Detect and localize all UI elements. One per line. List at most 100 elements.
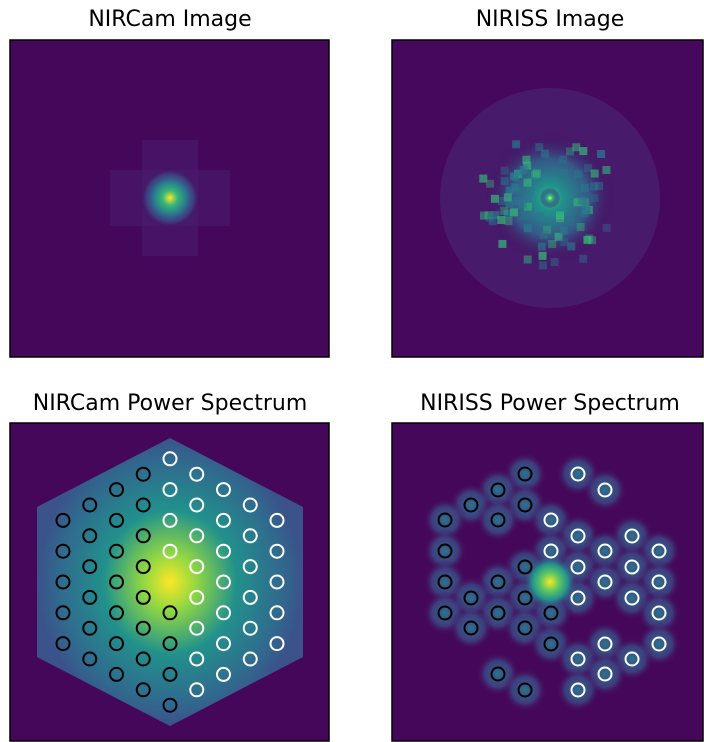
speckle	[505, 186, 514, 195]
aperture-marker	[189, 620, 205, 636]
aperture-marker	[135, 682, 151, 698]
speckle	[567, 242, 576, 251]
speckle	[511, 183, 520, 192]
aperture-marker	[570, 590, 586, 606]
aperture-marker	[55, 512, 71, 528]
aperture-marker	[570, 559, 586, 575]
aperture-marker	[216, 666, 231, 682]
speckle	[538, 261, 547, 270]
aperture-marker	[189, 589, 205, 605]
speckle	[581, 198, 590, 207]
aperture-marker	[597, 482, 613, 498]
aperture-marker	[162, 636, 178, 652]
aperture-marker	[269, 574, 285, 590]
speckle	[581, 205, 590, 214]
speckle	[595, 181, 604, 190]
aperture-marker	[597, 636, 613, 652]
speckle	[576, 223, 585, 232]
speckle	[602, 166, 611, 175]
speckle	[548, 240, 557, 249]
aperture-marker	[490, 666, 506, 682]
aperture-marker	[597, 574, 613, 590]
aperture-marker	[82, 497, 98, 513]
blob	[476, 498, 520, 542]
aperture-marker	[624, 559, 640, 575]
niriss-image	[391, 39, 704, 358]
aperture-marker	[135, 651, 151, 667]
aperture-marker	[490, 605, 506, 621]
aperture-marker	[242, 620, 258, 636]
speckle	[574, 169, 583, 178]
aperture-marker	[437, 605, 453, 621]
aperture-marker	[624, 528, 640, 544]
aperture-marker	[82, 620, 98, 636]
aperture-marker	[216, 636, 231, 652]
speckle	[573, 198, 582, 207]
aperture-marker	[597, 666, 613, 682]
aperture-marker	[242, 528, 258, 544]
speckle	[556, 211, 565, 220]
speckle	[514, 169, 523, 178]
speckle	[560, 238, 569, 247]
aperture-marker	[543, 636, 559, 652]
aperture-marker	[463, 497, 479, 513]
aperture-marker	[189, 559, 205, 575]
speckle	[535, 143, 544, 152]
aperture-marker	[570, 682, 586, 698]
aperture-marker	[517, 559, 533, 575]
aperture-marker	[109, 605, 124, 621]
aperture-marker	[543, 543, 559, 559]
speckle	[559, 155, 568, 164]
aperture-marker	[135, 497, 151, 513]
blob	[637, 591, 681, 635]
panel-title: NIRCam Image	[88, 7, 251, 32]
speckle	[518, 200, 527, 209]
speckle	[512, 140, 521, 149]
speckle	[578, 196, 587, 205]
aperture-marker	[490, 574, 506, 590]
aperture-marker	[242, 559, 258, 575]
speckle	[523, 202, 532, 211]
aperture-marker	[517, 497, 533, 513]
speckle	[590, 182, 599, 191]
speckle	[565, 147, 574, 156]
aperture-marker	[189, 528, 205, 544]
speckle	[519, 165, 528, 174]
aperture-marker	[55, 543, 71, 559]
aperture-marker	[216, 543, 231, 559]
speckle	[532, 174, 541, 183]
aperture-marker	[543, 605, 559, 621]
speckle	[522, 155, 531, 164]
speckle	[503, 209, 512, 218]
niriss-power-spectrum	[391, 422, 704, 742]
speckle	[504, 217, 513, 226]
aperture-marker	[55, 605, 71, 621]
speckle	[509, 172, 518, 181]
panel-title: NIRISS Image	[476, 7, 625, 32]
speckle	[535, 212, 544, 221]
speckle	[538, 251, 547, 260]
aperture-marker	[437, 512, 453, 528]
aperture-marker	[135, 466, 151, 482]
blob	[423, 529, 467, 573]
speckle	[523, 178, 532, 187]
blob	[423, 498, 467, 542]
blob	[449, 606, 493, 650]
speckle	[526, 186, 535, 195]
aperture-marker	[189, 466, 205, 482]
aperture-marker	[437, 543, 453, 559]
aperture-marker	[109, 512, 124, 528]
speckle	[543, 225, 552, 234]
aperture-marker	[109, 574, 124, 590]
speckle	[497, 216, 506, 225]
speckle	[590, 194, 599, 203]
nircam-image	[9, 39, 330, 358]
speckle	[583, 235, 592, 244]
speckle	[479, 211, 488, 220]
aperture-marker	[651, 636, 667, 652]
aperture-marker	[162, 605, 178, 621]
blob	[583, 468, 627, 512]
speckle	[527, 176, 536, 185]
aperture-marker	[517, 590, 533, 606]
aperture-marker	[269, 636, 285, 652]
